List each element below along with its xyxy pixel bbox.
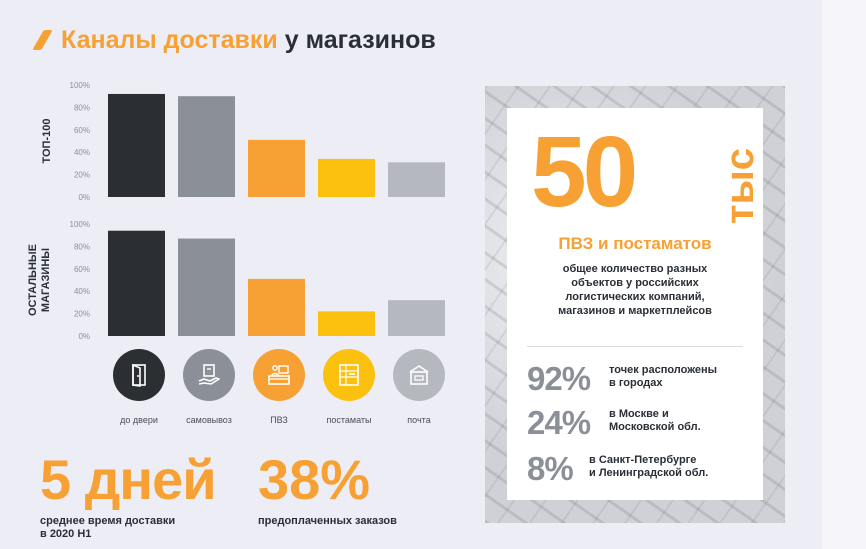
y-tick-label: 0% — [78, 332, 90, 341]
big-unit-text: тыс — [718, 148, 761, 224]
pct-text-line: в городах — [609, 377, 663, 389]
channel-label: постаматы — [326, 415, 372, 425]
channel-lockers: постаматы — [314, 349, 384, 425]
channel-icons: до двери самовывоз ПВЗ — [104, 349, 454, 429]
y-tick-label: 40% — [74, 148, 90, 157]
stat-delivery-days: 5 дней среднее время доставки в 2020 H1 — [40, 448, 217, 541]
bar-1 — [108, 93, 165, 197]
big-number: 50 — [531, 116, 638, 228]
pct-value: 24% — [527, 404, 591, 441]
y-tick-label: 60% — [74, 126, 90, 135]
stat-prepaid-value: 38% — [258, 448, 371, 511]
bar-2 — [178, 96, 235, 197]
panel-subtitle: ПВЗ и постаматов — [558, 234, 712, 253]
panel-description-line: логистических компаний, — [565, 291, 705, 303]
y-tick-label: 40% — [74, 287, 90, 296]
channel-label: ПВЗ — [270, 415, 288, 425]
stat-days-caption: среднее время доставки в 2020 H1 — [40, 515, 216, 541]
pct-row-cities: 92% точек расположены в городах — [527, 362, 763, 404]
bar-5 — [388, 300, 445, 336]
title-accent-text: Каналы доставки — [61, 26, 278, 54]
y-tick-label: 80% — [74, 242, 90, 251]
pickup-point-icon — [268, 365, 290, 385]
pct-text-line: в Москве и — [609, 408, 669, 420]
y-tick-label: 80% — [74, 103, 90, 112]
channel-label: до двери — [120, 415, 158, 425]
y-tick-label: 60% — [74, 265, 90, 274]
stat-days-value: 5 дней — [40, 448, 217, 511]
panel-divider — [527, 346, 743, 347]
pct-text: в Москве и Московской обл. — [609, 408, 701, 434]
stat-prepaid-caption: предоплаченных заказов — [258, 515, 397, 527]
pickup-points-panel: 50 тыс ПВЗ и постаматов общее количество… — [485, 86, 785, 523]
bar-2 — [178, 238, 235, 336]
right-margin-strip — [822, 0, 866, 549]
channel-door-circle — [113, 349, 165, 401]
bar-4 — [318, 311, 375, 336]
pct-row-moscow: 24% в Москве и Московской обл. — [527, 406, 763, 448]
y-tick-label: 0% — [78, 193, 90, 202]
y-axis-label: ОСТАЛЬНЫЕМАГАЗИНЫ — [27, 244, 52, 316]
parcel-locker-icon — [339, 364, 359, 386]
pct-text-line: точек расположены — [609, 364, 718, 376]
channel-label: самовывоз — [186, 415, 232, 425]
chart-other-shops: 0% 20% 40% 60% 80% 100% ОСТАЛЬНЫЕМАГАЗИНЫ — [27, 220, 445, 341]
pct-text-line: Московской обл. — [609, 421, 701, 433]
y-axis-label-line: МАГАЗИНЫ — [40, 248, 52, 312]
bar-3 — [248, 139, 305, 197]
bar-1 — [108, 230, 165, 336]
channel-post: почта — [384, 349, 454, 425]
channel-post-circle — [393, 349, 445, 401]
pct-row-spb: 8% в Санкт-Петербурге и Ленинградской об… — [527, 452, 763, 494]
channel-label: почта — [407, 415, 431, 425]
panel-description-line: объектов у российских — [571, 277, 699, 289]
stat-days-caption-line: среднее время доставки — [40, 515, 176, 527]
pct-text: в Санкт-Петербурге и Ленинградской обл. — [589, 454, 708, 480]
y-axis-label-line: ТОП-100 — [41, 119, 53, 164]
channel-pickup-circle — [183, 349, 235, 401]
pickup-points-card: 50 тыс ПВЗ и постаматов общее количество… — [507, 108, 763, 500]
channel-lockers-circle — [323, 349, 375, 401]
pct-text-line: в Санкт-Петербурге — [589, 454, 697, 466]
channel-pickup: самовывоз — [174, 349, 244, 425]
panel-description-line: общее количество разных — [562, 263, 708, 275]
pct-text: точек расположены в городах — [609, 364, 717, 390]
y-tick-label: 100% — [70, 81, 90, 90]
chart-top100: 0% 20% 40% 60% 80% 100% ТОП-100 — [41, 81, 445, 202]
panel-description-line: магазинов и маркетплейсов — [558, 305, 712, 317]
pct-value: 8% — [527, 450, 574, 487]
y-axis-label: ТОП-100 — [41, 119, 53, 164]
pickup-hand-icon — [198, 364, 220, 385]
big-unit: тыс — [718, 148, 761, 224]
y-tick-label: 100% — [70, 220, 90, 229]
bar-3 — [248, 278, 305, 336]
page-title: Каналы доставки у магазинов — [32, 26, 436, 55]
y-tick-label: 20% — [74, 310, 90, 319]
pct-value: 92% — [527, 360, 591, 397]
pct-text-line: и Ленинградской обл. — [589, 467, 709, 479]
door-icon — [132, 363, 146, 387]
channel-pvz-circle — [253, 349, 305, 401]
stat-prepaid: 38% предоплаченных заказов — [258, 452, 397, 528]
bar-5 — [388, 162, 445, 197]
y-tick-label: 20% — [74, 171, 90, 180]
stat-days-caption-line: в 2020 H1 — [40, 528, 92, 540]
title-rest-text: у магазинов — [284, 26, 436, 54]
bar-4 — [318, 158, 375, 197]
post-mailbox-icon — [409, 365, 429, 385]
panel-description: общее количество разных объектов у росси… — [507, 262, 763, 318]
channel-door: до двери — [104, 349, 174, 425]
y-axis-label-line: ОСТАЛЬНЫЕ — [27, 244, 39, 316]
channel-pvz: ПВЗ — [244, 349, 314, 425]
